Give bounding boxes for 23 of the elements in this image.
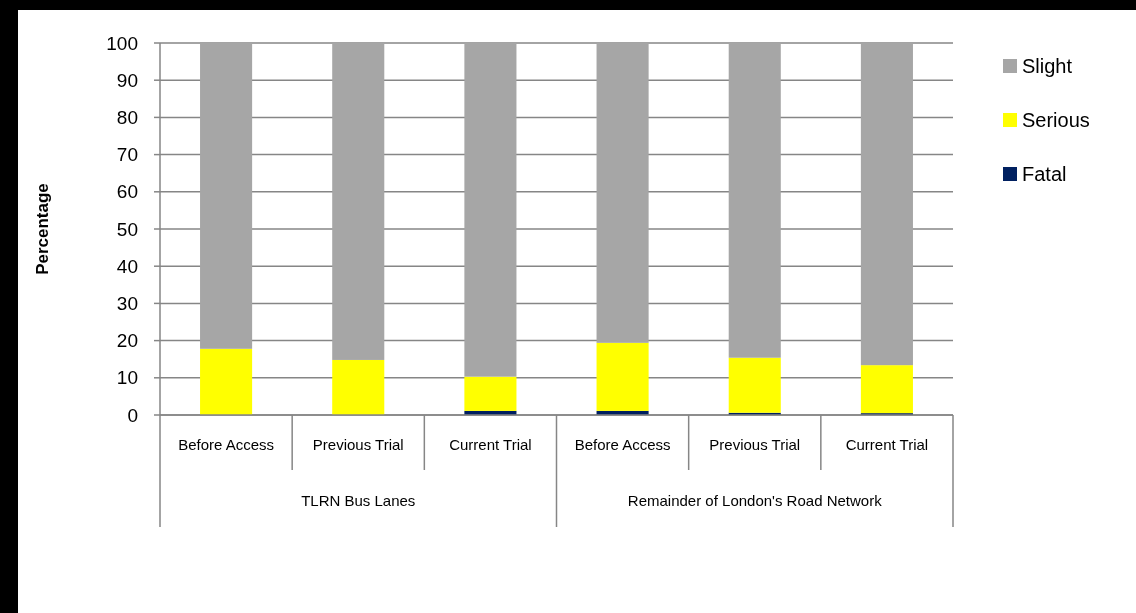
y-tick-label: 80 [116, 107, 138, 129]
y-tick-label: 50 [116, 218, 138, 240]
y-tick-label: 90 [116, 69, 138, 91]
x-tick-label: Previous Trial [709, 435, 801, 453]
legend-label: Serious [1022, 109, 1090, 131]
text: Remainder of London's Road Network [627, 491, 883, 509]
legend-label: Slight [1022, 55, 1073, 77]
text: TLRN Bus Lanes [301, 491, 416, 509]
x-tick-label: Before Access [178, 435, 275, 453]
y-axis-title: Percentage [32, 183, 52, 275]
x-tick-label: Current Trial [845, 435, 929, 453]
y-tick-label: 10 [116, 367, 138, 389]
y-tick-label: 20 [116, 330, 138, 352]
y-tick-label: 70 [116, 144, 138, 166]
y-tick-label: 30 [116, 293, 138, 315]
x-tick-label: Previous Trial [312, 435, 404, 453]
y-tick-label: 100 [106, 32, 138, 54]
y-tick-label: 0 [127, 404, 138, 426]
x-tick-label: Before Access [574, 435, 671, 453]
legend-label: Fatal [1022, 163, 1067, 185]
y-tick-label: 60 [116, 181, 138, 203]
x-tick-label: Current Trial [449, 435, 532, 453]
y-tick-label: 40 [116, 255, 138, 277]
